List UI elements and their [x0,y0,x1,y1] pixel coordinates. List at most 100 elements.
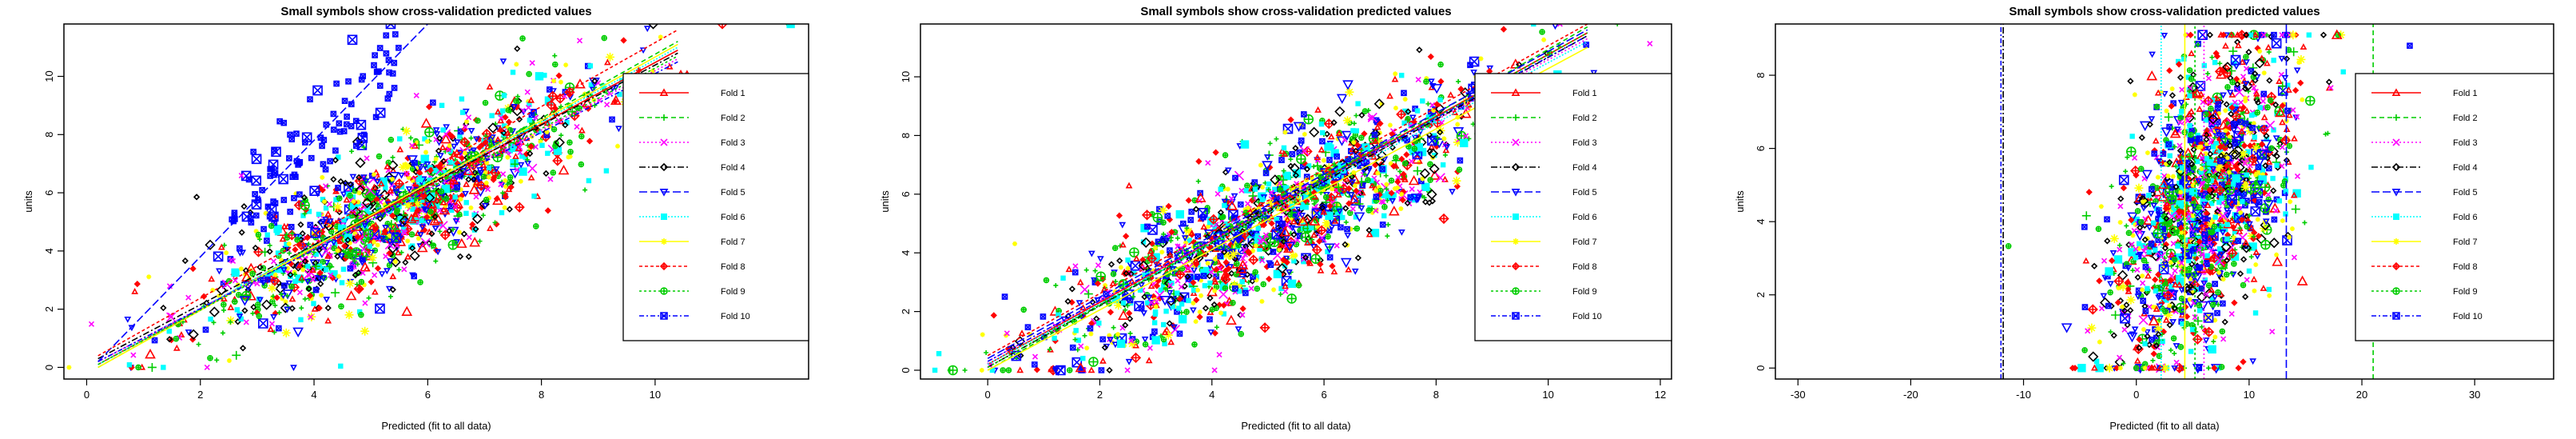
y-axis-label: units [22,190,34,213]
data-point [161,365,165,369]
data-point [416,178,420,182]
chart-title: Small symbols show cross-validation pred… [1140,5,1451,18]
data-point [546,151,550,155]
data-point [567,140,572,145]
data-point [317,213,321,217]
data-point [2105,268,2113,275]
data-point [2154,289,2158,293]
data-point [1230,301,1235,305]
data-point [579,134,584,139]
data-point [527,118,531,122]
legend-label: Fold 6 [721,213,745,222]
data-point [433,169,437,173]
data-point [440,103,444,107]
data-point [1126,258,1130,262]
data-point [2210,202,2214,206]
x-tick-label: 6 [1321,389,1326,401]
data-point [1438,98,1442,102]
data-point [1238,332,1243,337]
data-point [66,365,71,369]
data-point [2223,108,2228,113]
data-point [948,365,957,374]
data-point [2309,166,2313,170]
data-point [1242,141,1249,148]
data-point [269,224,274,229]
data-point [1289,251,1298,260]
data-point [1180,302,1184,306]
data-point [300,201,309,210]
data-point [428,210,433,214]
data-point [2172,336,2176,341]
data-point [536,73,543,80]
data-point [1287,294,1296,303]
data-point [553,62,558,67]
data-point [1351,129,1355,133]
data-point [1238,289,1242,293]
data-point [1084,345,1089,350]
data-point [1422,183,1429,190]
data-point [508,175,513,180]
data-point [459,97,463,101]
data-point [2176,303,2185,312]
data-point [1345,88,1354,97]
data-point [2170,86,2175,91]
data-point [376,154,381,159]
data-point [289,284,294,289]
data-point [506,108,511,113]
data-point [1206,261,1210,265]
data-point [1244,189,1248,193]
data-point [1324,195,1329,200]
y-tick-label: 6 [900,191,912,197]
data-point [270,299,275,304]
data-point [1341,216,1345,220]
x-axis-label: Predicted (fit to all data) [1241,420,1350,432]
x-tick-label: 0 [84,389,89,401]
data-point [1267,182,1271,186]
data-point [1187,299,1191,303]
data-point [2180,322,2184,326]
data-point [2212,335,2217,340]
data-point [2257,49,2262,54]
data-point [1067,368,1072,373]
data-point [2139,166,2144,171]
data-point [1400,74,1404,78]
data-point [1254,187,1258,191]
data-point [2265,105,2270,110]
legend-label: Fold 1 [1572,89,1597,98]
data-point [359,280,364,285]
data-point [2252,135,2256,139]
data-point [2133,256,2137,260]
data-point [384,186,388,190]
data-point [2163,309,2168,314]
data-point [250,271,255,276]
data-point [552,127,557,132]
data-point [2271,177,2275,181]
data-point [2134,365,2139,370]
data-point [1159,206,1167,215]
data-point [1154,305,1159,309]
data-point [320,259,325,264]
data-point [128,363,132,367]
data-point [340,281,344,285]
data-point [256,313,261,318]
data-point [388,138,393,142]
data-point [1187,238,1191,242]
data-point [368,244,372,248]
data-point [295,237,300,242]
data-point [2220,329,2224,333]
legend-symbol [1513,238,1519,245]
data-point [2136,209,2141,214]
data-point [2213,215,2217,219]
data-point [2250,114,2254,118]
data-point [2127,147,2136,156]
data-point [2240,283,2245,288]
data-point [256,302,260,307]
data-point [1261,281,1266,286]
data-point [2244,173,2248,177]
data-point [2118,220,2123,225]
data-point [2267,288,2271,292]
x-tick-label: 0 [985,389,991,401]
data-point [2306,97,2315,106]
